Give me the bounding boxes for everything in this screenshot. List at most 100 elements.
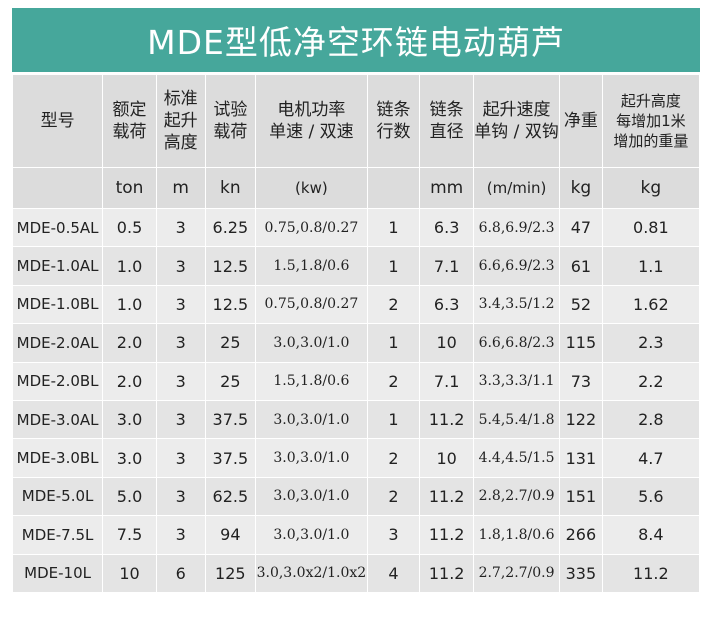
model-cell: MDE-5.0L	[11, 476, 104, 517]
unit-cell: kn	[204, 167, 257, 209]
unit-cell	[366, 167, 421, 209]
unit-cell: (m/min)	[472, 167, 561, 209]
table-cell: 2.3	[601, 323, 701, 363]
table-cell: 1	[366, 323, 421, 363]
table-cell: 8.4	[601, 515, 701, 555]
column-header-line: 标准	[163, 89, 198, 109]
column-header-line: 链条	[376, 100, 411, 120]
column-header-line: 每增加1米	[616, 112, 686, 130]
column-header: 净重	[559, 74, 603, 168]
table-cell: 2.7,2.7/0.9	[472, 553, 561, 593]
column-header: 试验 载荷	[204, 74, 257, 168]
table-cell: 37.5	[204, 438, 257, 478]
table-cell: 11.2	[419, 553, 474, 593]
table-row: MDE-3.0BL 3.0 3 37.5 3.0,3.0/1.0 2 10 4.4,4.5/1…	[11, 438, 701, 478]
table-cell: 11.2	[419, 399, 474, 440]
column-header-line: 电机功率	[277, 100, 346, 120]
table-cell: 1	[366, 246, 421, 286]
column-header-line: 起升速度	[482, 100, 551, 120]
table-cell: 1.5,1.8/0.6	[255, 361, 368, 401]
table-cell: 125	[204, 553, 257, 593]
table-cell: 3.3,3.3/1.1	[472, 361, 561, 401]
table-row: MDE-2.0AL 2.0 3 25 3.0,3.0/1.0 1 10 6.6,6.8/2.3…	[11, 323, 701, 363]
table-cell: 11.2	[419, 476, 474, 517]
table-cell: 6.6,6.8/2.3	[472, 323, 561, 363]
table-cell: 2.0	[102, 361, 157, 401]
column-header-line: 载荷	[213, 122, 248, 142]
column-header-line: 直径	[429, 122, 464, 142]
page-title: MDE型低净空环链电动葫芦	[12, 8, 700, 72]
unit-cell: ton	[102, 167, 157, 209]
table-cell: 6.3	[419, 284, 474, 325]
table-cell: 3	[155, 438, 206, 478]
table-row: MDE-1.0AL 1.0 3 12.5 1.5,1.8/0.6 1 7.1 6.6,6.9/…	[11, 246, 701, 286]
unit-cell: m	[155, 167, 206, 209]
table-cell: 10	[102, 553, 157, 593]
table-cell: 4	[366, 553, 421, 593]
table-cell: 115	[559, 323, 603, 363]
table-cell: 6	[155, 553, 206, 593]
table-row: MDE-2.0BL 2.0 3 25 1.5,1.8/0.6 2 7.1 3.3,3.3/1.…	[11, 361, 701, 401]
table-cell: 4.7	[601, 438, 701, 478]
table-cell: 62.5	[204, 476, 257, 517]
unit-cell: kg	[601, 167, 701, 209]
model-cell: MDE-2.0BL	[11, 361, 104, 401]
table-cell: 1.1	[601, 246, 701, 286]
model-cell: MDE-0.5AL	[11, 207, 104, 248]
table-cell: 73	[559, 361, 603, 401]
table-cell: 3	[155, 207, 206, 248]
column-header-line: 型号	[40, 111, 75, 131]
column-header: 电机功率 单速 / 双速	[255, 74, 368, 168]
table-cell: 47	[559, 207, 603, 248]
column-header-line: 试验	[213, 100, 248, 120]
table-cell: 1.5,1.8/0.6	[255, 246, 368, 286]
column-header: 标准 起升 高度	[155, 74, 206, 168]
table-cell: 2.8	[601, 399, 701, 440]
column-header-line: 增加的重量	[613, 132, 689, 150]
table-cell: 1	[366, 207, 421, 248]
column-header-line: 单钩 / 双钩	[474, 122, 559, 142]
table-cell: 151	[559, 476, 603, 517]
table-cell: 6.6,6.9/2.3	[472, 246, 561, 286]
table-cell: 3.0,3.0/1.0	[255, 438, 368, 478]
header-row: 型号 额定 载荷 标准 起升 高度 试验 载荷 电机功率 单速 / 双速 链条 行数 链条 直径 起升速度单…	[11, 74, 701, 168]
table-cell: 10	[419, 438, 474, 478]
table-cell: 1.0	[102, 246, 157, 286]
table-cell: 25	[204, 361, 257, 401]
column-header-line: 链条	[429, 100, 464, 120]
table-cell: 3.0,3.0/1.0	[255, 323, 368, 363]
table-cell: 12.5	[204, 284, 257, 325]
table-cell: 1.0	[102, 284, 157, 325]
column-header: 链条 行数	[366, 74, 421, 168]
column-header: 起升高度 每增加1米 增加的重量	[601, 74, 701, 168]
unit-cell	[11, 167, 104, 209]
column-header-line: 单速 / 双速	[269, 122, 354, 142]
model-cell: MDE-3.0AL	[11, 399, 104, 440]
table-cell: 11.2	[419, 515, 474, 555]
table-row: MDE-10L 10 6 125 3.0,3.0x2/1.0x2 4 11.2 2.7,2.7…	[11, 553, 701, 593]
table-cell: 6.3	[419, 207, 474, 248]
table-cell: 3	[155, 361, 206, 401]
table-cell: 37.5	[204, 399, 257, 440]
column-header: 起升速度 单钩 / 双钩	[472, 74, 561, 168]
table-cell: 3.0,3.0/1.0	[255, 515, 368, 555]
table-cell: 2	[366, 284, 421, 325]
table-cell: 3.0	[102, 438, 157, 478]
table-cell: 7.5	[102, 515, 157, 555]
table-cell: 0.75,0.8/0.27	[255, 284, 368, 325]
table-cell: 11.2	[601, 553, 701, 593]
table-cell: 61	[559, 246, 603, 286]
table-cell: 266	[559, 515, 603, 555]
table-cell: 3.0,3.0/1.0	[255, 399, 368, 440]
table-cell: 2.2	[601, 361, 701, 401]
table-row: MDE-1.0BL 1.0 3 12.5 0.75,0.8/0.27 2 6.3 3.4,3.…	[11, 284, 701, 325]
model-cell: MDE-1.0AL	[11, 246, 104, 286]
table-cell: 25	[204, 323, 257, 363]
table-cell: 10	[419, 323, 474, 363]
table-cell: 3	[155, 515, 206, 555]
unit-cell: (kw)	[255, 167, 368, 209]
table-cell: 1.8,1.8/0.6	[472, 515, 561, 555]
table-cell: 122	[559, 399, 603, 440]
spec-table: 型号 额定 载荷 标准 起升 高度 试验 载荷 电机功率 单速 / 双速 链条 行数 链条 直径 起升速度单…	[11, 74, 701, 593]
